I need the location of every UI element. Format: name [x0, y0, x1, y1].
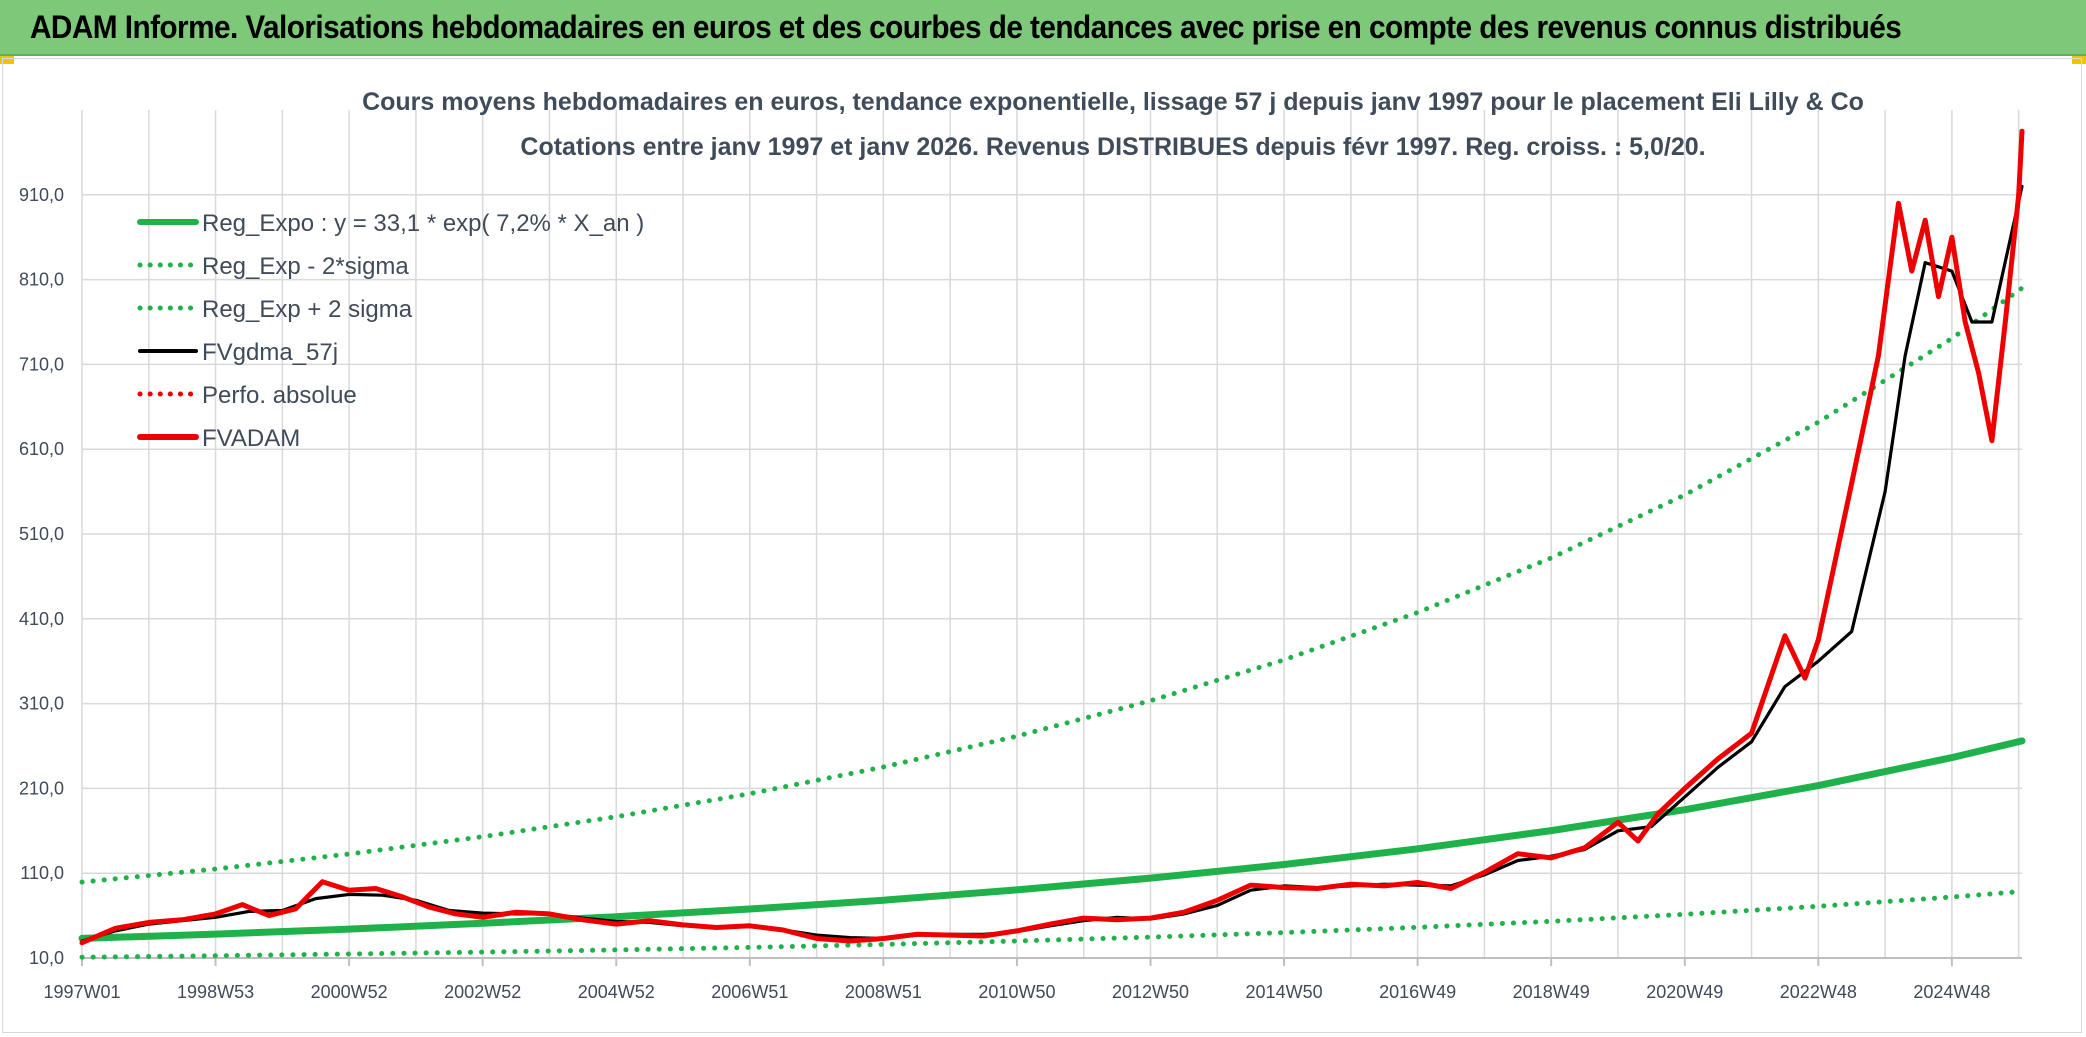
x-axis: 1997W01 1998W53 2000W52 2002W52 2004W52 2006W… — [43, 958, 1990, 1002]
legend-label: Reg_Exp - 2*sigma — [202, 253, 409, 280]
legend-label: Reg_Expo : y = 33,1 * exp( 7,2% * X_an ) — [202, 210, 644, 237]
y-tick-label: 510,0 — [19, 524, 64, 544]
x-tick-label: 2004W52 — [578, 982, 655, 1002]
corner-marker-left — [0, 56, 14, 64]
series — [78, 128, 2026, 960]
y-axis: 10,0 110,0 210,0 310,0 410,0 510,0 610,0 710,0 8… — [19, 185, 64, 968]
x-tick-label: 2020W49 — [1646, 982, 1723, 1002]
x-tick-label: 1998W53 — [177, 982, 254, 1002]
legend-label: FVgdma_57j — [202, 339, 338, 366]
legend-label: Reg_Exp + 2 sigma — [202, 296, 413, 323]
x-tick-label: 2016W49 — [1379, 982, 1456, 1002]
legend-label: Perfo. absolue — [202, 382, 357, 409]
x-tick-label: 2008W51 — [845, 982, 922, 1002]
chart-subtitle: Cotations entre janv 1997 et janv 2026. … — [520, 133, 1705, 161]
y-tick-label: 110,0 — [20, 863, 64, 883]
x-tick-label: 2002W52 — [444, 982, 521, 1002]
x-tick-label: 2022W48 — [1780, 982, 1857, 1002]
y-tick-label: 810,0 — [19, 270, 64, 290]
y-tick-label: 710,0 — [19, 354, 64, 374]
y-tick-label: 310,0 — [19, 694, 64, 714]
x-tick-label: 2010W50 — [978, 982, 1055, 1002]
header-banner: ADAM Informe. Valorisations hebdomadaire… — [0, 0, 2086, 56]
y-tick-label: 910,0 — [19, 185, 64, 205]
x-tick-label: 2014W50 — [1246, 982, 1323, 1002]
chart-title: Cours moyens hebdomadaires en euros, ten… — [362, 88, 1864, 116]
page-title: ADAM Informe. Valorisations hebdomadaire… — [30, 9, 1902, 45]
y-tick-label: 610,0 — [19, 439, 64, 459]
grid — [81, 110, 2022, 959]
x-tick-label: 1997W01 — [43, 982, 120, 1002]
legend: Reg_Expo : y = 33,1 * exp( 7,2% * X_an )… — [137, 210, 644, 452]
y-tick-label: 410,0 — [19, 609, 64, 629]
x-tick-label: 2018W49 — [1513, 982, 1590, 1002]
x-tick-label: 2000W52 — [311, 982, 388, 1002]
y-tick-label: 210,0 — [19, 778, 64, 798]
y-tick-label: 10,0 — [29, 948, 64, 968]
x-tick-label: 2012W50 — [1112, 982, 1189, 1002]
x-tick-label: 2006W51 — [711, 982, 788, 1002]
corner-marker-right — [2072, 56, 2086, 64]
series-line-2 — [79, 285, 2025, 885]
x-tick-label: 2024W48 — [1913, 982, 1990, 1002]
chart-frame — [2, 58, 2082, 1033]
legend-label: FVADAM — [202, 425, 300, 452]
series-line-1 — [79, 888, 2025, 960]
series-line-5 — [79, 128, 2025, 946]
series-line-0 — [78, 737, 2026, 942]
